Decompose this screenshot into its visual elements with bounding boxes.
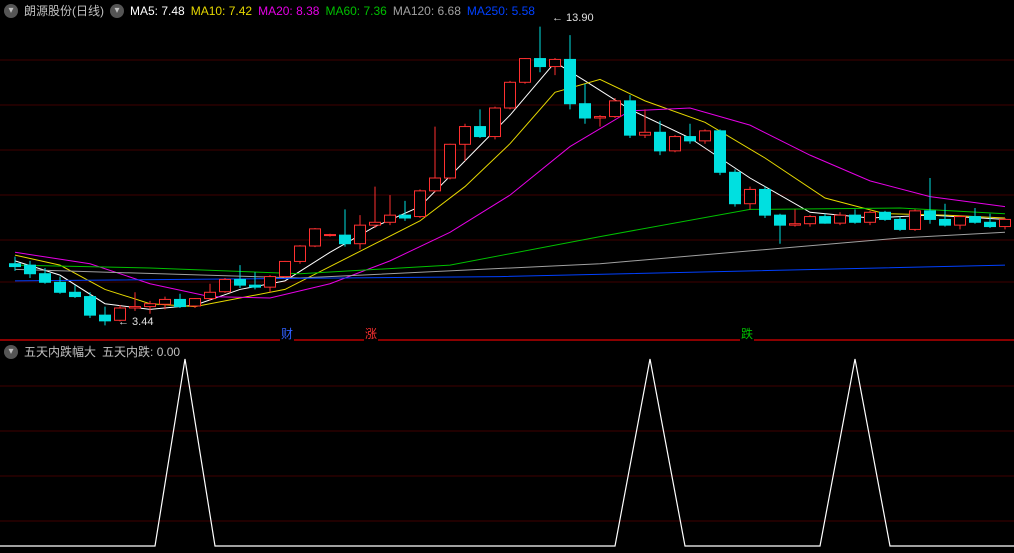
collapse-icon[interactable]: ▾: [4, 345, 18, 359]
ma-legend-item: MA20: 8.38: [258, 4, 319, 18]
sub-header: ▾ 五天内跌幅大 五天内跌: 0.00: [4, 343, 180, 360]
indicator-chart[interactable]: [0, 341, 1014, 553]
ma-legend-item: MA60: 7.36: [325, 4, 386, 18]
main-chart-panel[interactable]: ▾ 朗源股份(日线) ▾ MA5: 7.48 MA10: 7.42 MA20: 8.…: [0, 0, 1014, 340]
collapse-icon[interactable]: ▾: [4, 4, 18, 18]
price-annotation: ← 13.90: [552, 12, 594, 24]
indicator-title: 五天内跌幅大: [24, 343, 96, 360]
ma-legend: MA5: 7.48 MA10: 7.42 MA20: 8.38 MA60: 7.36 M…: [130, 4, 541, 18]
ma-legend-item: MA250: 5.58: [467, 4, 535, 18]
candlestick-chart[interactable]: [0, 0, 1014, 340]
signal-marker: 涨: [364, 325, 378, 342]
ma-legend-item: MA10: 7.42: [191, 4, 252, 18]
signal-marker: 财: [280, 325, 294, 342]
ma-legend-item: MA120: 6.68: [393, 4, 461, 18]
indicator-value-label: 五天内跌: 0.00: [102, 343, 180, 360]
price-annotation: ← 3.44: [118, 316, 153, 328]
signal-marker: 跌: [740, 325, 754, 342]
chevron-down-icon[interactable]: ▾: [110, 4, 124, 18]
main-header: ▾ 朗源股份(日线) ▾ MA5: 7.48 MA10: 7.42 MA20: 8.…: [4, 2, 541, 19]
ma-legend-item: MA5: 7.48: [130, 4, 185, 18]
stock-title: 朗源股份(日线): [24, 2, 104, 19]
sub-chart-panel[interactable]: ▾ 五天内跌幅大 五天内跌: 0.00: [0, 340, 1014, 553]
